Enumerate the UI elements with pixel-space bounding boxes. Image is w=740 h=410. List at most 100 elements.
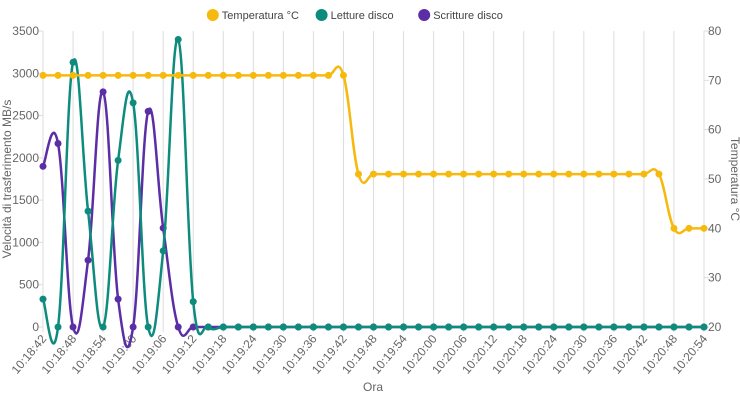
legend-label: Scritture disco — [433, 10, 503, 22]
data-point — [460, 323, 468, 331]
data-point — [294, 71, 302, 79]
data-point — [535, 323, 543, 331]
data-point — [114, 295, 122, 303]
data-point — [595, 170, 603, 178]
data-point — [84, 256, 92, 264]
y-tick-label: 500 — [19, 278, 39, 292]
data-point — [445, 170, 453, 178]
data-point — [400, 170, 408, 178]
legend-marker — [315, 9, 328, 21]
data-point — [324, 323, 332, 331]
data-point — [700, 224, 708, 232]
data-point — [475, 170, 483, 178]
y2-tick-label: 80 — [708, 24, 722, 38]
data-point — [69, 323, 77, 331]
data-point — [565, 170, 573, 178]
data-point — [655, 323, 663, 331]
data-point — [550, 170, 558, 178]
data-point — [490, 323, 498, 331]
data-point — [99, 323, 107, 331]
legend-marker — [418, 9, 431, 21]
data-point — [505, 170, 513, 178]
y-axis-title: Velocità di trasferimento MB/s — [0, 100, 14, 259]
data-point — [520, 323, 528, 331]
data-point — [84, 207, 92, 215]
data-point — [129, 71, 137, 79]
y-tick-label: 2500 — [12, 109, 39, 123]
data-point — [595, 323, 603, 331]
data-point — [279, 71, 287, 79]
data-point — [475, 323, 483, 331]
data-point — [219, 323, 227, 331]
data-point — [54, 71, 62, 79]
y2-tick-label: 50 — [708, 172, 722, 186]
data-point — [234, 323, 242, 331]
data-point — [670, 224, 678, 232]
y2-tick-label: 20 — [708, 320, 722, 334]
data-point — [99, 88, 107, 96]
data-point — [159, 247, 167, 255]
data-point — [625, 170, 633, 178]
y2-tick-label: 60 — [708, 123, 722, 137]
data-point — [520, 170, 528, 178]
data-point — [354, 170, 362, 178]
legend-label: Temperatura °C — [222, 10, 299, 22]
data-point — [339, 323, 347, 331]
data-point — [219, 71, 227, 79]
legend: Temperatura °C Letture disco Scritture dis… — [206, 9, 503, 22]
data-point — [370, 323, 377, 331]
data-point — [640, 170, 648, 178]
y2-tick-label: 30 — [708, 271, 722, 285]
data-point — [490, 170, 498, 178]
data-point — [400, 323, 408, 331]
data-point — [249, 71, 257, 79]
data-point — [415, 170, 423, 178]
data-point — [565, 323, 573, 331]
data-point — [685, 224, 693, 232]
data-point — [129, 323, 137, 331]
data-point — [39, 162, 47, 170]
data-point — [114, 71, 122, 79]
data-point — [279, 323, 287, 331]
data-point — [309, 71, 317, 79]
data-point — [174, 35, 182, 43]
data-point — [415, 323, 423, 331]
data-point — [354, 323, 362, 331]
legend-label: Letture disco — [331, 10, 394, 22]
data-point — [625, 323, 633, 331]
y-tick-label: 1500 — [12, 193, 39, 207]
legend-marker — [206, 9, 219, 21]
data-point — [174, 323, 182, 331]
data-point — [264, 71, 272, 79]
data-point — [189, 71, 197, 79]
data-point — [535, 170, 543, 178]
data-point — [580, 170, 588, 178]
data-point — [640, 323, 648, 331]
data-point — [430, 170, 438, 178]
data-point — [610, 170, 618, 178]
data-point — [114, 156, 122, 164]
data-point — [580, 323, 588, 331]
y2-tick-label: 70 — [708, 73, 722, 87]
data-point — [505, 323, 513, 331]
data-point — [144, 71, 152, 79]
data-point — [430, 323, 438, 331]
data-point — [309, 323, 317, 331]
y2-axis-title: Temperatura °C — [728, 137, 740, 221]
data-point — [249, 323, 257, 331]
y-tick-label: 0 — [32, 320, 39, 334]
data-point — [174, 71, 182, 79]
data-point — [550, 323, 558, 331]
data-point — [610, 323, 618, 331]
data-point — [445, 323, 453, 331]
data-point — [84, 71, 92, 79]
data-point — [700, 323, 708, 331]
y-tick-label: 3500 — [12, 24, 39, 38]
data-point — [39, 71, 47, 79]
data-point — [129, 99, 137, 107]
y2-tick-label: 40 — [708, 221, 722, 235]
data-point — [189, 323, 197, 331]
data-point — [54, 139, 62, 147]
data-point — [685, 323, 693, 331]
